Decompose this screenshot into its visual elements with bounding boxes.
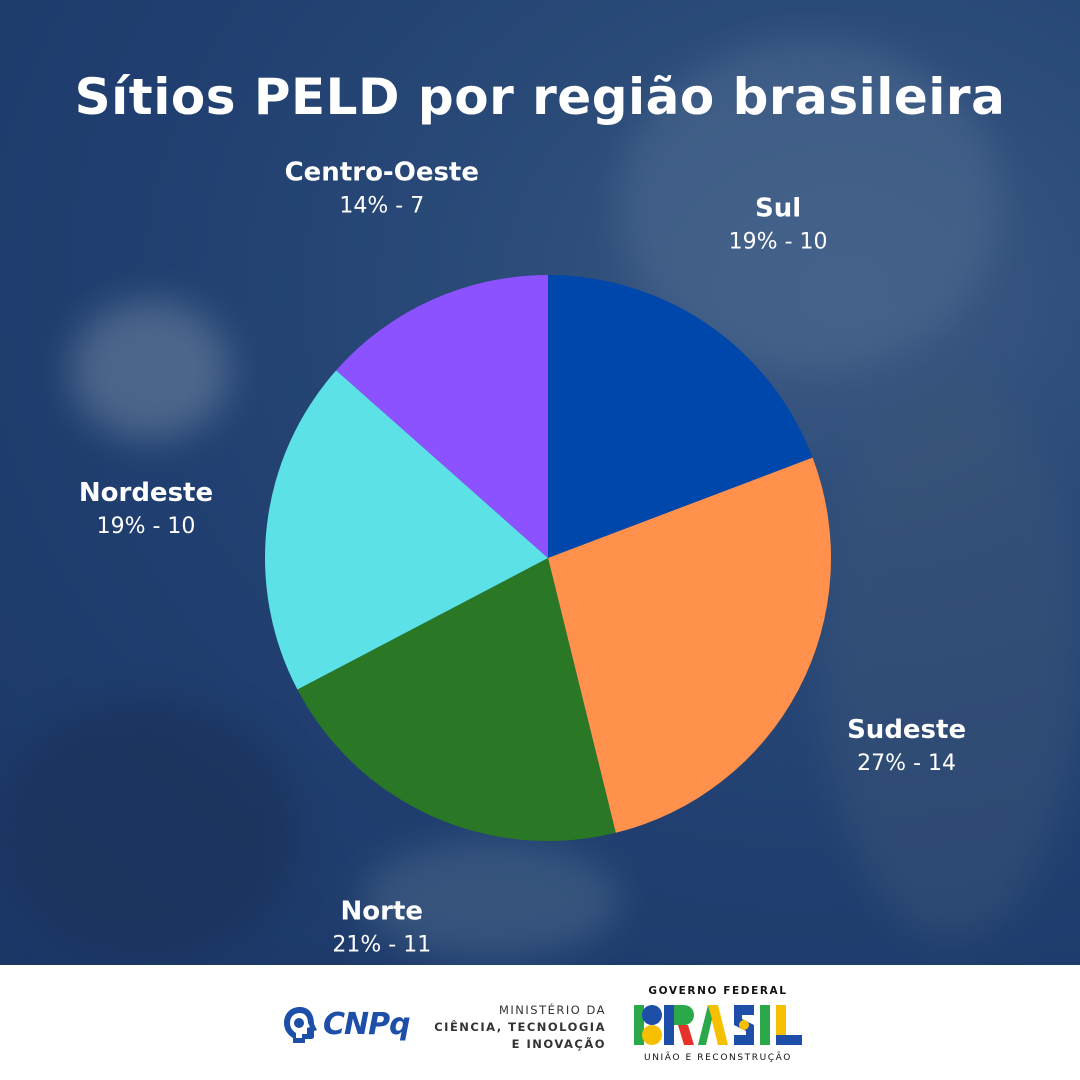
- cnpq-logo: CNPq: [281, 1003, 411, 1045]
- pie-chart: Sul 19% - 10 Sudeste 27% - 14 Norte 21% - 11 N…: [79, 158, 966, 958]
- slice-label-value: 19% - 10: [729, 230, 828, 255]
- pie-slice-sudeste: [548, 457, 832, 833]
- slice-label-name: Nordeste: [79, 478, 213, 508]
- pie-slice-norte: [297, 558, 616, 842]
- slice-label-value: 14% - 7: [339, 194, 424, 219]
- pie-labels: Sul 19% - 10 Sudeste 27% - 14 Norte 21% - 11 N…: [79, 158, 966, 958]
- chart-title: Sítios PELD por região brasileira: [74, 68, 1006, 126]
- slice-label-name: Norte: [341, 896, 424, 926]
- slice-label-name: Sul: [755, 194, 801, 224]
- background-photo: [0, 0, 1080, 965]
- brasil-wordmark-icon: [634, 1005, 802, 1045]
- pie-slice-nordeste: [265, 370, 548, 690]
- pie-slice-centro-oeste: [336, 275, 548, 558]
- cnpq-wordmark: CNPq: [323, 1006, 411, 1042]
- slice-label-value: 21% - 11: [332, 932, 431, 957]
- gov-top-text: GOVERNO FEDERAL: [648, 985, 788, 997]
- gov-bottom-text: UNIÃO E RECONSTRUÇÃO: [644, 1053, 792, 1063]
- ministry-line-2: CIÊNCIA, TECNOLOGIA: [434, 1020, 606, 1034]
- footer-bar: [0, 965, 1080, 1080]
- slice-label-name: Sudeste: [847, 715, 966, 745]
- ministry-line-3: E INOVAÇÃO: [511, 1037, 606, 1051]
- pie-slices: [265, 275, 832, 842]
- cnpq-head-icon: [284, 1007, 317, 1043]
- pie-slice-sul: [548, 275, 813, 558]
- slice-label-name: Centro-Oeste: [285, 158, 479, 188]
- governo-federal-logo: GOVERNO FEDERAL UNIÃO E RECONSTRUÇÃO: [632, 985, 804, 1063]
- slice-label-value: 27% - 14: [857, 751, 956, 776]
- slice-label-value: 19% - 10: [97, 514, 196, 539]
- ministry-logo-text: MINISTÉRIO DA CIÊNCIA, TECNOLOGIA E INOV…: [430, 1002, 606, 1053]
- ministry-line-1: MINISTÉRIO DA: [498, 1003, 606, 1017]
